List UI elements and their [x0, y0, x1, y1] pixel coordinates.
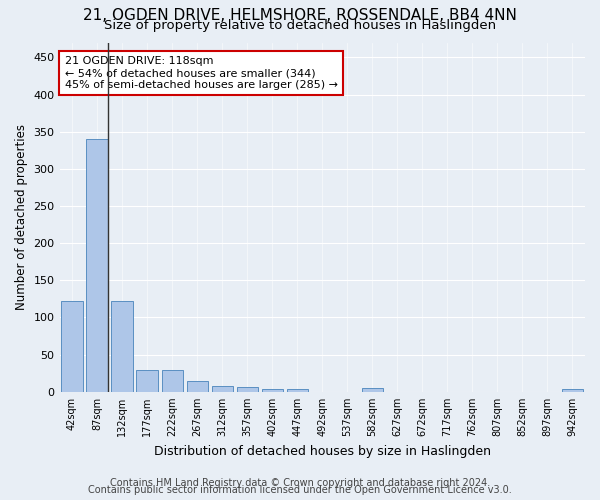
- Bar: [212, 386, 233, 392]
- X-axis label: Distribution of detached houses by size in Haslingden: Distribution of detached houses by size …: [154, 444, 491, 458]
- Bar: [262, 389, 283, 392]
- Text: Contains public sector information licensed under the Open Government Licence v3: Contains public sector information licen…: [88, 485, 512, 495]
- Y-axis label: Number of detached properties: Number of detached properties: [15, 124, 28, 310]
- Bar: [362, 388, 383, 392]
- Bar: [112, 301, 133, 392]
- Bar: [187, 380, 208, 392]
- Bar: [562, 389, 583, 392]
- Bar: [161, 370, 183, 392]
- Bar: [236, 388, 258, 392]
- Text: Size of property relative to detached houses in Haslingden: Size of property relative to detached ho…: [104, 18, 496, 32]
- Bar: [61, 301, 83, 392]
- Text: 21, OGDEN DRIVE, HELMSHORE, ROSSENDALE, BB4 4NN: 21, OGDEN DRIVE, HELMSHORE, ROSSENDALE, …: [83, 8, 517, 22]
- Text: Contains HM Land Registry data © Crown copyright and database right 2024.: Contains HM Land Registry data © Crown c…: [110, 478, 490, 488]
- Bar: [86, 139, 108, 392]
- Bar: [287, 389, 308, 392]
- Bar: [136, 370, 158, 392]
- Text: 21 OGDEN DRIVE: 118sqm
← 54% of detached houses are smaller (344)
45% of semi-de: 21 OGDEN DRIVE: 118sqm ← 54% of detached…: [65, 56, 338, 90]
